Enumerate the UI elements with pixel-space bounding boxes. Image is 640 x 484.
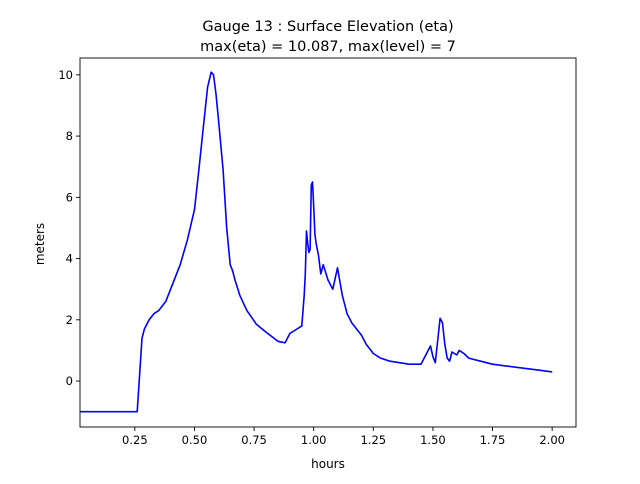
x-tick-label: 2.00 <box>539 433 565 447</box>
y-tick-label: 2 <box>66 313 73 327</box>
x-axis-label: hours <box>311 457 345 471</box>
x-tick-label: 1.00 <box>301 433 327 447</box>
x-tick-label: 1.75 <box>480 433 506 447</box>
plot-area: 0.25 0.50 0.75 1.00 1.25 1.50 1.75 2.00 0 2 4 6 8 10 <box>58 57 577 447</box>
x-tick-label: 0.75 <box>241 433 267 447</box>
y-tick-label: 0 <box>66 374 73 388</box>
y-axis-label: meters <box>33 223 47 265</box>
x-tick-label: 0.25 <box>122 433 148 447</box>
axes-frame <box>79 57 577 428</box>
y-tick-label: 4 <box>66 252 73 266</box>
x-tick-label: 1.25 <box>361 433 387 447</box>
x-tick-label: 0.50 <box>182 433 208 447</box>
y-tick-label: 6 <box>66 190 73 204</box>
chart-title-line2: max(eta) = 10.087, max(level) = 7 <box>200 39 456 55</box>
y-tick-label: 8 <box>66 129 73 143</box>
series-line-0 <box>80 71 553 413</box>
y-tick-label: 10 <box>58 68 73 82</box>
chart-title-line1: Gauge 13 : Surface Elevation (eta) <box>202 19 453 35</box>
x-tick-label: 1.50 <box>420 433 446 447</box>
